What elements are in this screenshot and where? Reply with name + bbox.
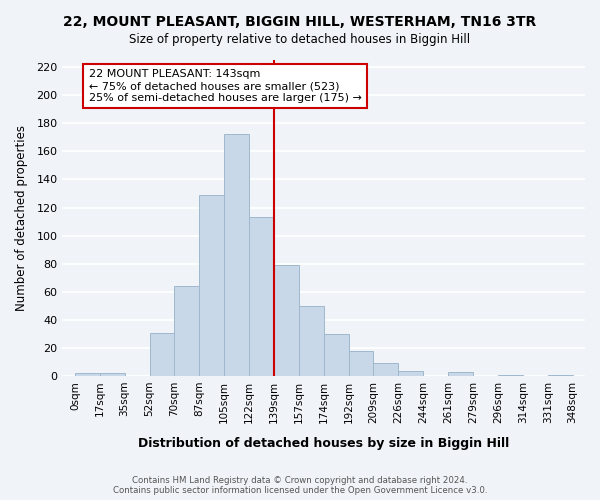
X-axis label: Distribution of detached houses by size in Biggin Hill: Distribution of detached houses by size … [138,437,509,450]
Text: 22 MOUNT PLEASANT: 143sqm
← 75% of detached houses are smaller (523)
25% of semi: 22 MOUNT PLEASANT: 143sqm ← 75% of detac… [89,70,361,102]
Text: Size of property relative to detached houses in Biggin Hill: Size of property relative to detached ho… [130,32,470,46]
Bar [498,374,523,376]
Bar [448,372,473,376]
Bar [398,370,423,376]
Bar [149,332,175,376]
Text: Contains HM Land Registry data © Crown copyright and database right 2024.
Contai: Contains HM Land Registry data © Crown c… [113,476,487,495]
Bar [548,374,572,376]
Text: 22, MOUNT PLEASANT, BIGGIN HILL, WESTERHAM, TN16 3TR: 22, MOUNT PLEASANT, BIGGIN HILL, WESTERH… [64,15,536,29]
Bar [349,351,373,376]
Bar [299,306,324,376]
Bar [324,334,349,376]
Bar [75,374,100,376]
Bar [175,286,199,376]
Bar [274,265,299,376]
Bar [249,218,274,376]
Bar [224,134,249,376]
Y-axis label: Number of detached properties: Number of detached properties [15,125,28,311]
Bar [199,195,224,376]
Bar [373,364,398,376]
Bar [100,374,125,376]
